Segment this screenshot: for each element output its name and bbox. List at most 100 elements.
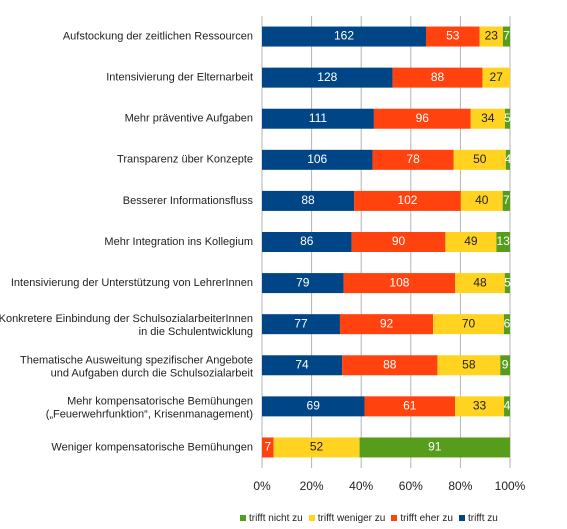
bar-segment [479,26,503,47]
category-label: Mehr präventive Aufgaben [125,113,253,125]
bar-segment [425,26,480,47]
legend-item: trifft zu [458,512,498,524]
bar-segment [359,437,510,458]
data-label: 7 [503,29,510,43]
data-label: 92 [380,316,394,330]
bar-segment [470,108,505,129]
legend-item: trifft weniger zu [308,512,386,524]
bar-segment [433,314,504,335]
x-tick-label: 40% [349,479,373,493]
bar-segment [351,232,446,252]
legend-swatch [308,515,315,521]
data-label: 61 [403,399,417,413]
bar-segment [504,273,510,294]
category-label: Intensivierung der Elternarbeit [106,72,253,84]
bar-segment [500,355,510,376]
data-label: 96 [416,111,430,125]
data-label: 128 [317,70,337,84]
data-label: 88 [301,193,315,207]
bar-segment [364,396,456,417]
data-label: 40 [475,193,489,207]
bar-segment [502,26,510,47]
legend-swatch [458,515,465,521]
category-label: Transparenz über Konzepte [117,154,253,166]
data-label: 4 [505,152,512,166]
data-label: 5 [504,111,511,125]
data-label: 70 [462,316,476,330]
data-label: 48 [473,275,487,289]
data-label: 9 [502,357,509,371]
category-label: Weniger kompensatorische Bemühungen [51,441,253,453]
data-label: 77 [294,316,308,330]
bar-segment [504,396,510,417]
data-label: 88 [431,70,445,84]
data-label: 111 [309,111,328,125]
bar-segment [455,396,505,417]
bar-segment [373,108,471,129]
bar-segment [504,108,510,129]
legend-item: trifft eher zu [391,513,453,524]
bar-segment [262,314,340,335]
legend-label: trifft nicht zu [249,512,303,524]
bar-segment [505,149,510,170]
data-label: 91 [428,440,442,454]
category-label: Mehr Integration ins Kollegium [104,236,253,248]
bar-segment [482,67,510,88]
bar-segment [339,314,434,335]
bar-segment [262,273,344,294]
category-label: Thematische Ausweitung spezifischer Ange… [20,354,253,379]
data-label: 102 [397,193,417,207]
bar-segment [496,232,510,252]
bar-segment [342,355,438,376]
data-label: 52 [310,440,324,454]
data-label: 78 [406,152,420,166]
data-label: 69 [307,399,321,413]
legend-label: trifft weniger zu [317,512,386,524]
legend-label: trifft zu [467,512,498,524]
bar-segment [372,149,454,170]
x-tick-label: 100% [495,479,526,493]
bar-segment [453,149,506,170]
bar-segment [262,190,355,211]
data-label: 90 [392,234,406,248]
bar-segment [437,355,501,376]
bar-segment [262,26,426,47]
legend-swatch [391,515,398,521]
data-label: 13 [497,234,511,248]
data-label: 106 [307,152,327,166]
bar-segment [262,437,274,458]
data-label: 6 [504,316,511,330]
category-label: Besserer Informationsfluss [123,195,254,207]
x-tick-label: 0% [253,479,271,493]
chart-legend: trifft nicht zu trifft weniger zu trifft e… [240,510,498,526]
x-tick-label: 60% [399,479,423,493]
data-label: 108 [389,275,409,289]
data-label: 53 [446,29,460,43]
bar-segment [343,273,456,294]
data-label: 58 [462,357,476,371]
bar-segment [460,190,503,211]
data-label: 4 [504,399,511,413]
data-label: 74 [295,357,309,371]
bar-segment [262,396,365,417]
stacked-bar-chart: 0% 20% 40% 60% 80% 100% Aufstockung der zeitli… [0,16,526,493]
legend-label: trifft eher zu [400,512,453,524]
data-label: 49 [464,234,478,248]
category-label: Aufstockung der zeitlichen Ressourcen [63,30,253,42]
bar-segment [262,67,393,88]
data-label: 34 [481,111,495,125]
bar-segment [262,149,373,170]
category-label: Konkretere Einbindung der Schulsozialarb… [0,313,253,338]
bar-segment [262,108,374,129]
data-label: 86 [300,234,314,248]
legend-item: trifft nicht zu [240,513,303,524]
category-label: Intensivierung der Unterstützung von Leh… [11,277,253,289]
bar-segment [262,232,352,252]
data-label: 162 [334,29,354,43]
data-label: 23 [485,29,499,43]
data-label: 27 [490,70,504,84]
bar-segment [455,273,505,294]
data-label: 79 [296,275,310,289]
data-label: 88 [383,357,397,371]
bar-segment [392,67,483,88]
